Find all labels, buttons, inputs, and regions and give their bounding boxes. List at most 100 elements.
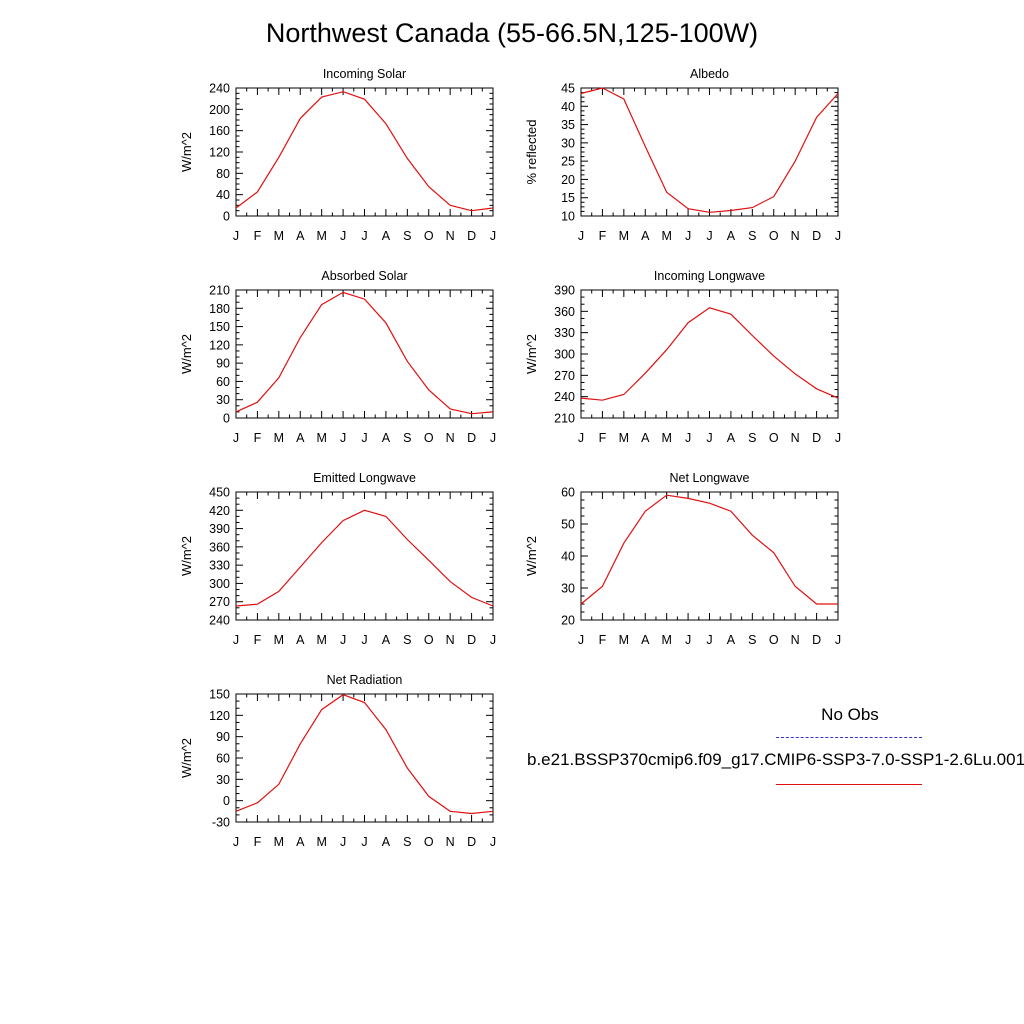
y-tick-label: 270 (209, 595, 230, 609)
series-line-1 (580, 87, 839, 213)
x-tick-label: J (490, 229, 496, 243)
x-tick-label: A (296, 633, 305, 647)
y-tick-label: 300 (209, 577, 230, 591)
x-tick-label: M (661, 633, 671, 647)
y-tick-label: 90 (216, 730, 230, 744)
x-tick-label: M (619, 229, 629, 243)
y-tick-label: 150 (209, 320, 230, 334)
y-tick-label: 150 (209, 688, 230, 702)
x-tick-label: O (424, 633, 434, 647)
x-tick-label: O (769, 229, 779, 243)
x-tick-label: N (446, 835, 455, 849)
x-tick-label: A (382, 835, 391, 849)
x-tick-label: S (748, 431, 756, 445)
x-tick-label: A (727, 229, 736, 243)
x-tick-label: S (403, 633, 411, 647)
x-tick-label: M (619, 633, 629, 647)
x-tick-label: J (361, 229, 367, 243)
x-tick-label: A (296, 229, 305, 243)
y-tick-label: -30 (212, 816, 230, 830)
y-tick-label: 390 (209, 522, 230, 536)
y-tick-label: 0 (223, 210, 230, 224)
x-tick-label: N (446, 633, 455, 647)
y-tick-label: 90 (216, 357, 230, 371)
y-tick-label: 45 (561, 82, 575, 96)
x-tick-label: M (274, 633, 284, 647)
panel-title: Albedo (690, 67, 729, 81)
x-tick-label: N (791, 633, 800, 647)
x-tick-label: O (769, 633, 779, 647)
y-tick-label: 0 (223, 794, 230, 808)
y-axis-label: W/m^2 (179, 132, 194, 172)
x-tick-label: D (467, 633, 476, 647)
panel-title: Emitted Longwave (313, 471, 416, 485)
x-tick-label: J (361, 633, 367, 647)
y-tick-label: 360 (554, 305, 575, 319)
x-tick-label: J (233, 633, 239, 647)
x-tick-label: A (382, 431, 391, 445)
y-tick-label: 40 (561, 550, 575, 564)
y-tick-label: 15 (561, 191, 575, 205)
x-tick-label: A (382, 633, 391, 647)
x-tick-label: D (467, 835, 476, 849)
y-tick-label: 330 (554, 326, 575, 340)
x-tick-label: J (340, 633, 346, 647)
x-tick-label: S (403, 835, 411, 849)
y-tick-label: 200 (209, 103, 230, 117)
x-tick-label: A (641, 229, 650, 243)
x-tick-label: J (340, 431, 346, 445)
y-tick-label: 270 (554, 369, 575, 383)
y-tick-label: 40 (216, 188, 230, 202)
x-tick-label: M (661, 431, 671, 445)
x-tick-label: J (706, 229, 712, 243)
y-tick-label: 420 (209, 504, 230, 518)
x-tick-label: M (316, 229, 326, 243)
x-tick-label: J (835, 229, 841, 243)
y-tick-label: 50 (561, 518, 575, 532)
y-tick-label: 30 (216, 393, 230, 407)
x-tick-label: J (340, 835, 346, 849)
series-line-1 (235, 291, 494, 415)
x-tick-label: J (490, 835, 496, 849)
series-line-1 (235, 509, 494, 607)
y-tick-label: 120 (209, 146, 230, 160)
x-tick-label: N (446, 229, 455, 243)
y-tick-label: 240 (554, 390, 575, 404)
panel-title: Incoming Longwave (654, 269, 765, 283)
y-axis-label: W/m^2 (524, 536, 539, 576)
x-tick-label: N (446, 431, 455, 445)
legend-obs-label: No Obs (821, 705, 879, 724)
y-tick-label: 390 (554, 284, 575, 298)
x-tick-label: J (578, 431, 584, 445)
y-tick-label: 20 (561, 173, 575, 187)
x-tick-label: A (296, 431, 305, 445)
x-tick-label: J (578, 229, 584, 243)
x-tick-label: A (641, 431, 650, 445)
x-tick-label: O (424, 229, 434, 243)
x-tick-label: A (296, 835, 305, 849)
y-tick-label: 10 (561, 210, 575, 224)
x-tick-label: N (791, 431, 800, 445)
x-tick-label: J (706, 431, 712, 445)
x-tick-label: A (382, 229, 391, 243)
x-tick-label: J (835, 431, 841, 445)
y-tick-label: 120 (209, 338, 230, 352)
plot-frame (235, 289, 494, 419)
y-axis-label: W/m^2 (179, 738, 194, 778)
x-tick-label: D (812, 633, 821, 647)
x-tick-label: F (254, 633, 262, 647)
y-tick-label: 210 (209, 284, 230, 298)
x-tick-label: S (748, 229, 756, 243)
plot-frame (235, 693, 494, 823)
x-tick-label: J (578, 633, 584, 647)
x-tick-label: M (316, 633, 326, 647)
y-tick-label: 20 (561, 614, 575, 628)
y-tick-label: 40 (561, 100, 575, 114)
y-tick-label: 25 (561, 155, 575, 169)
